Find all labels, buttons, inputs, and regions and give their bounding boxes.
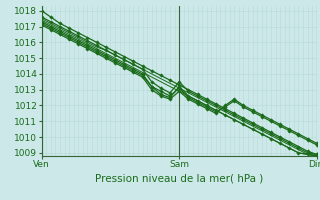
X-axis label: Pression niveau de la mer( hPa ): Pression niveau de la mer( hPa ) [95, 173, 263, 183]
